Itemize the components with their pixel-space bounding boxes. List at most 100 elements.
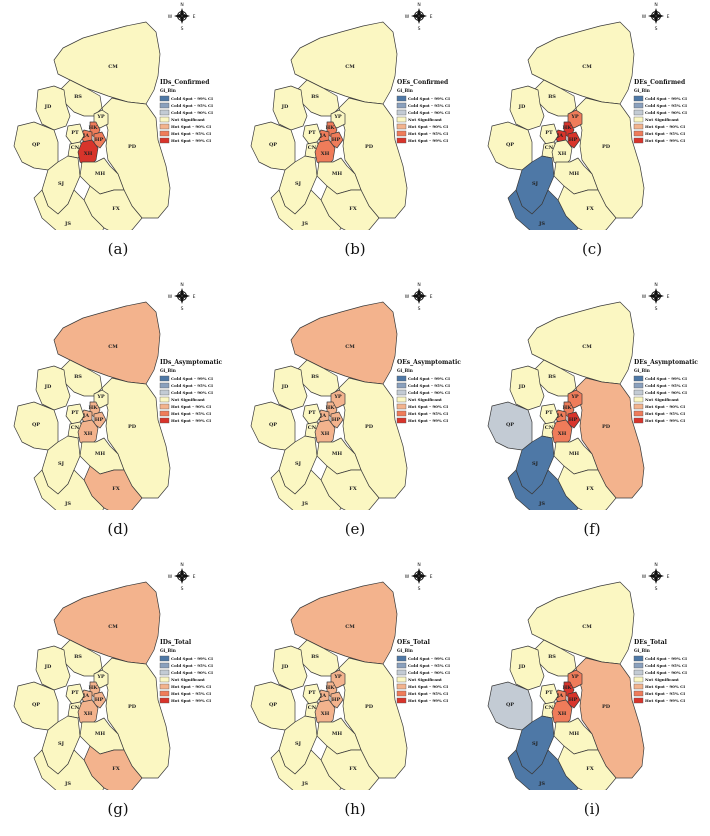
legend-swatch: [396, 683, 407, 690]
map-panel-d: CM BS JD YP HK PT JA CN HP XH PD MH QP SJ FX JS N S W E IDs_…: [0, 280, 236, 556]
legend-swatch: [396, 655, 407, 662]
legend-swatch: [396, 697, 407, 704]
compass-n-label: N: [654, 562, 657, 568]
district-label-jd: JD: [44, 384, 52, 390]
compass-n-label: N: [180, 562, 183, 568]
district-label-ja: JA: [82, 133, 89, 139]
compass-s-label: S: [181, 26, 184, 32]
map-panel-h: CM BS JD YP HK PT JA CN HP XH PD MH QP SJ FX JS N S W E OEs_…: [237, 560, 473, 836]
compass-rose: N S W E: [405, 2, 433, 32]
district-label-qp: QP: [32, 422, 40, 428]
district-label-jd: JD: [281, 104, 289, 110]
panel-caption: (b): [344, 240, 366, 258]
legend-label: Cold Spot - 99% CI: [645, 376, 687, 381]
legend-swatch: [159, 95, 170, 102]
legend-label: Cold Spot - 95% CI: [171, 103, 213, 108]
compass-e-label: E: [667, 14, 670, 20]
district-label-qp: QP: [506, 702, 514, 708]
legend-label: Cold Spot - 99% CI: [171, 96, 213, 101]
district-label-pd: PD: [128, 424, 137, 430]
compass-e-label: E: [430, 294, 433, 300]
legend-swatch: [159, 676, 170, 683]
district-label-cn: CN: [71, 145, 80, 151]
district-label-xh: XH: [558, 151, 567, 157]
district-cm: [290, 301, 398, 385]
legend-swatch: [159, 382, 170, 389]
legend: OEs_Asymptomatic Gi_Bin Cold Spot - 99% CI…: [396, 359, 461, 424]
panel-caption: (f): [583, 520, 601, 538]
panel-caption: (e): [344, 520, 366, 538]
legend-label: Cold Spot - 95% CI: [645, 383, 687, 388]
compass-n-label: N: [417, 282, 420, 288]
district-label-js: JS: [538, 781, 545, 787]
legend-swatch: [633, 655, 644, 662]
legend: IDs_Asymptomatic Gi_Bin Cold Spot - 99% CI…: [159, 359, 223, 424]
legend-label: Not Significant: [645, 397, 679, 402]
district-label-yp: YP: [570, 114, 579, 120]
legend-label: Not Significant: [645, 117, 679, 122]
map-title: DEs_Total: [634, 639, 668, 646]
compass-n-label: N: [654, 2, 657, 8]
district-label-hk: HK: [88, 405, 98, 411]
legend-label: Hot Spot - 99% CI: [171, 138, 211, 143]
district-label-bs: BS: [548, 94, 556, 100]
panel-caption: (d): [107, 520, 129, 538]
legend-label: Cold Spot - 99% CI: [645, 96, 687, 101]
district-label-pd: PD: [365, 704, 374, 710]
legend-label: Hot Spot - 95% CI: [171, 691, 211, 696]
district-label-hk: HK: [325, 405, 335, 411]
district-label-mh: MH: [95, 171, 106, 177]
district-label-ja: JA: [82, 693, 89, 699]
legend-swatch: [159, 123, 170, 130]
legend-label: Hot Spot - 95% CI: [645, 411, 685, 416]
district-js: [33, 469, 105, 510]
legend-label: Not Significant: [645, 677, 679, 682]
district-cm: [290, 581, 398, 665]
district-js: [270, 189, 342, 230]
map-panel-c: CM BS JD YP HK PT JA CN HP XH PD MH QP SJ FX JS N S W E DEs_…: [474, 0, 710, 276]
legend-label: Hot Spot - 95% CI: [408, 411, 448, 416]
legend-swatch: [159, 669, 170, 676]
legend-label: Hot Spot - 99% CI: [645, 418, 685, 423]
legend-swatch: [396, 410, 407, 417]
legend: OEs_Confirmed Gi_Bin Cold Spot - 99% CI Col…: [396, 79, 450, 144]
compass-e-label: E: [193, 14, 196, 20]
legend-swatch: [633, 102, 644, 109]
panel-caption: (c): [581, 240, 603, 258]
district-label-pd: PD: [128, 704, 137, 710]
district-cm: [527, 301, 635, 385]
district-label-hk: HK: [562, 125, 572, 131]
district-label-pd: PD: [128, 144, 137, 150]
legend-swatch: [396, 116, 407, 123]
panel-caption: (i): [583, 800, 601, 818]
district-label-hp: HP: [569, 697, 578, 703]
legend-swatch: [159, 417, 170, 424]
district-label-mh: MH: [332, 171, 343, 177]
legend-swatch: [159, 662, 170, 669]
district-label-bs: BS: [74, 374, 82, 380]
legend-swatch: [159, 389, 170, 396]
map-title: OEs_Total: [397, 639, 431, 646]
district-label-yp: YP: [96, 394, 105, 400]
compass-w-label: W: [405, 14, 410, 20]
legend-swatch: [396, 123, 407, 130]
legend-label: Cold Spot - 95% CI: [171, 383, 213, 388]
district-label-jd: JD: [44, 664, 52, 670]
legend-swatch: [159, 410, 170, 417]
legend-label: Hot Spot - 90% CI: [645, 124, 685, 129]
district-cm: [527, 21, 635, 105]
district-label-js: JS: [301, 781, 308, 787]
compass-w-label: W: [642, 294, 647, 300]
legend-swatch: [633, 410, 644, 417]
compass-w-label: W: [642, 14, 647, 20]
district-label-sj: SJ: [295, 461, 302, 467]
legend-label: Cold Spot - 99% CI: [645, 656, 687, 661]
district-label-js: JS: [538, 501, 545, 507]
map-title: DEs_Confirmed: [634, 79, 686, 86]
district-label-pt: PT: [71, 690, 79, 696]
district-label-pt: PT: [545, 690, 553, 696]
legend-label: Hot Spot - 99% CI: [645, 138, 685, 143]
